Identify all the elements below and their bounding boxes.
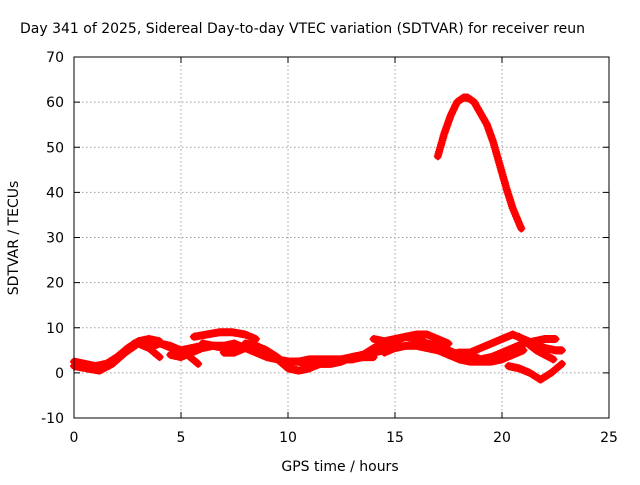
series-arc-q — [515, 332, 558, 364]
y-tick-label: 20 — [46, 276, 64, 292]
x-tick-label: 15 — [386, 430, 404, 446]
data-point — [193, 358, 202, 367]
grid — [74, 57, 609, 418]
data-point — [519, 346, 528, 355]
y-tick-label: 10 — [46, 321, 64, 337]
series-arc-o — [465, 335, 560, 364]
data-point — [155, 353, 164, 362]
chart-title: Day 341 of 2025, Sidereal Day-to-day VTE… — [20, 21, 585, 37]
y-tick-label: 30 — [46, 231, 64, 247]
y-tick-label: 40 — [46, 185, 64, 201]
series-arc-f — [189, 328, 260, 344]
y-tick-labels: -10 0 10 20 30 40 50 60 70 — [41, 50, 64, 427]
data-point — [557, 346, 566, 355]
ticks — [73, 56, 610, 419]
y-axis-label: SDTVAR / TECUs — [6, 181, 22, 296]
y-tick-label: 60 — [46, 95, 64, 111]
data-point — [154, 352, 163, 361]
data-point — [251, 335, 260, 344]
data-point — [557, 359, 566, 368]
y-tick-label: 70 — [46, 50, 64, 66]
data-point — [551, 335, 560, 344]
data-point — [517, 224, 526, 233]
x-tick-label: 25 — [600, 430, 618, 446]
y-tick-label: -10 — [41, 411, 64, 427]
series-layer — [70, 93, 566, 384]
x-tick-labels: 0 5 10 15 20 25 — [70, 430, 618, 446]
x-tick-label: 5 — [177, 430, 186, 446]
series-arc-r — [433, 93, 526, 233]
series-arc-p — [504, 359, 566, 384]
x-tick-label: 0 — [70, 430, 79, 446]
x-tick-label: 10 — [279, 430, 297, 446]
y-tick-label: 0 — [55, 366, 64, 382]
data-point — [444, 339, 453, 348]
x-axis-label: GPS time / hours — [281, 459, 398, 475]
data-point — [194, 359, 203, 368]
x-tick-label: 20 — [493, 430, 511, 446]
y-tick-label: 50 — [46, 140, 64, 156]
data-point — [549, 355, 558, 364]
data-point — [369, 353, 378, 362]
data-point — [556, 360, 565, 369]
